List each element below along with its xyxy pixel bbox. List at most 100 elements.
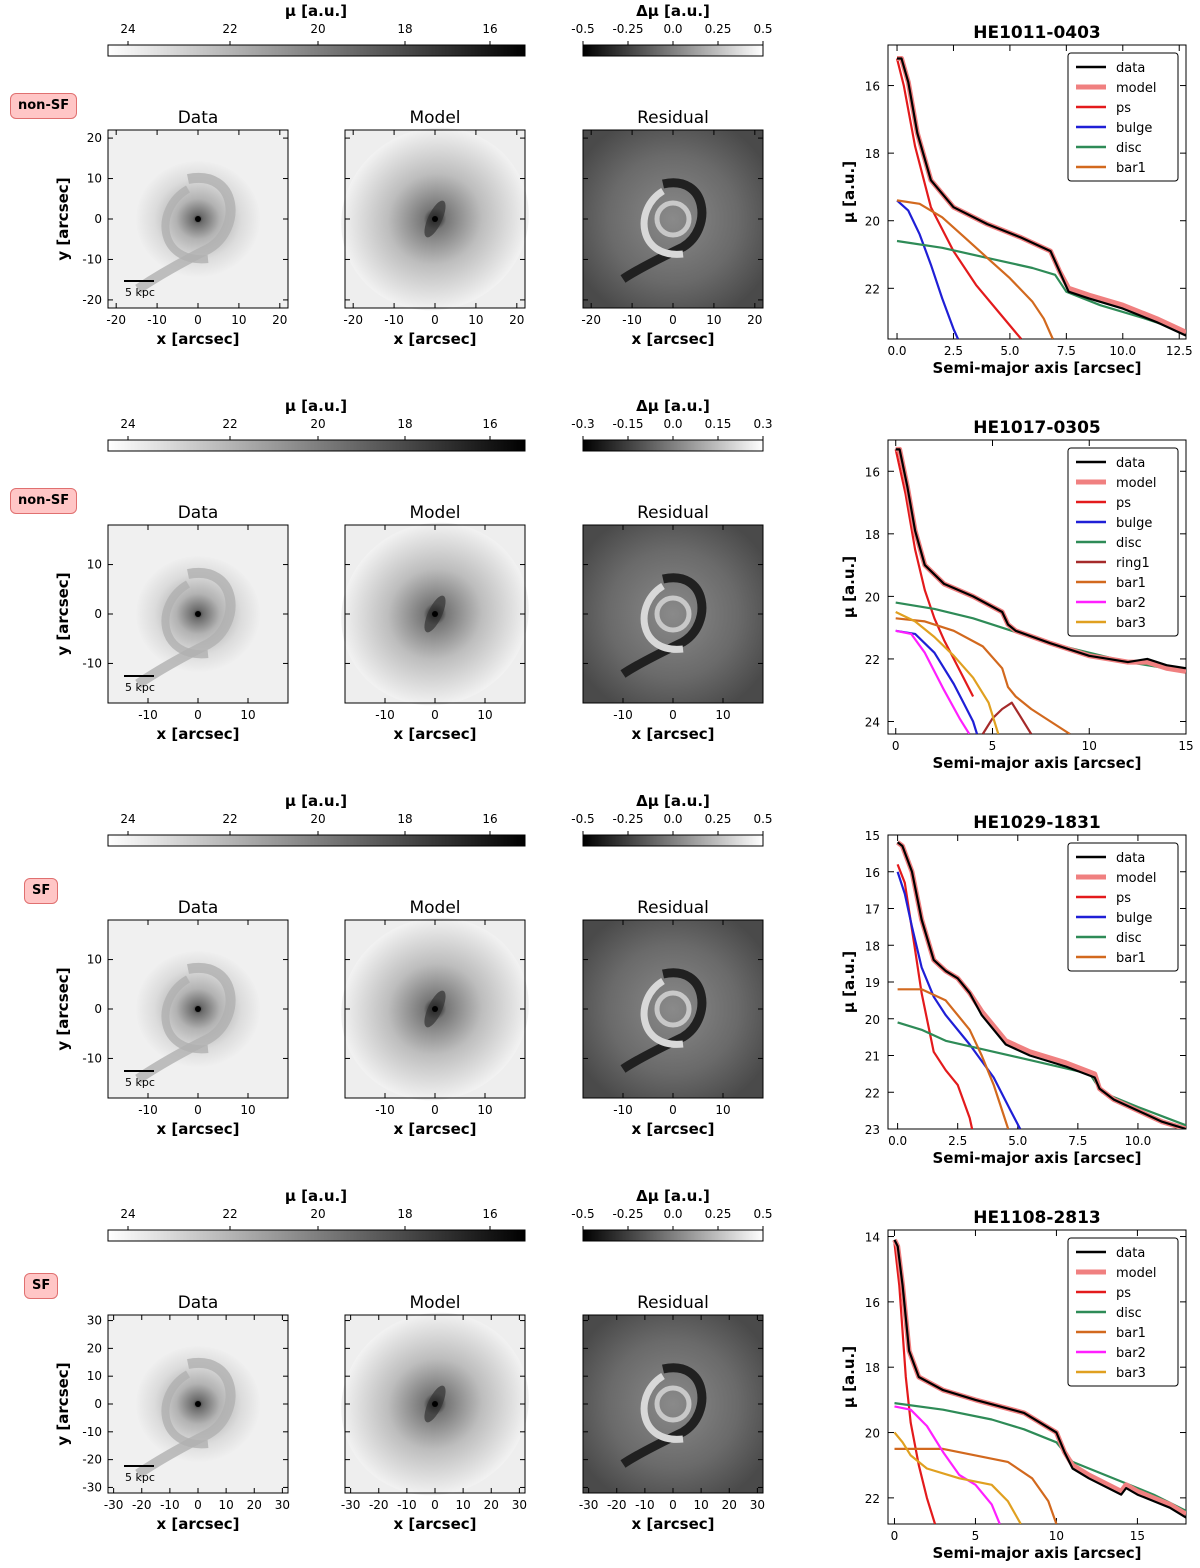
mu-colorbar [107,439,526,452]
y-tick-label: 20 [865,1013,880,1027]
dmu-colorbar-ticklabel: -0.3 [571,417,594,431]
legend: data model ps disc bar1 bar2 bar3 [1067,1237,1179,1387]
dmu-colorbar-ticklabel: 0.5 [753,1207,772,1221]
mu-colorbar [107,44,526,57]
y-tick-label: 30 [87,1314,102,1328]
sample-badge: non-SF [10,93,78,119]
mu-colorbar-ticklabel: 20 [310,1207,325,1221]
ps-line [893,1242,937,1524]
x-axis-label: Semi-major axis [arcsec] [933,754,1142,772]
bar1-line [896,199,1054,339]
legend-label: bar1 [1116,951,1146,966]
legend-label: bar1 [1116,1326,1146,1341]
x-tick-label: 0 [194,1103,202,1117]
spiral-arm [135,962,236,1084]
x-tick-label: -10 [147,313,167,327]
panel-title: Model [409,503,460,523]
x-tick-label: 20 [747,313,762,327]
profile-plot: HE1108-2813 0 5 10 15 14 16 18 20 22 Semi-major ax… [840,1208,1187,1562]
x-tick-label: -10 [635,1498,655,1512]
dmu-colorbar-label: Δμ [a.u.] [636,1187,710,1205]
x-axis-label: x [arcsec] [631,725,714,743]
mu-colorbar-ticklabel: 18 [397,1207,412,1221]
x-tick-label: -20 [581,313,601,327]
panel-title: Model [409,108,460,128]
spiral-arm [135,567,236,689]
x-tick-label: 10 [715,708,730,722]
x-tick-label: -20 [132,1498,152,1512]
x-tick-label: 10 [240,1103,255,1117]
mu-colorbar-ticklabel: 22 [222,417,237,431]
y-axis-label: μ [a.u.] [840,1346,858,1408]
spiral-arm [161,185,209,264]
legend-frame [1067,447,1179,637]
dmu-colorbar-label: Δμ [a.u.] [636,397,710,415]
mu-colorbar-label: μ [a.u.] [285,2,347,20]
profile-title: HE1108-2813 [973,1208,1101,1228]
x-axis-label: x [arcsec] [631,1515,714,1533]
spiral-arm [161,580,209,659]
panel-title: Data [178,503,219,523]
y-tick-label: 10 [87,558,102,572]
model-nucleus [432,216,438,222]
x-tick-label: 10 [468,313,483,327]
model-image-panel: Model -10 0 10x [arcsec] [341,898,529,1138]
mu-colorbar [107,1229,526,1242]
legend-label: bar2 [1116,1346,1146,1361]
dmu-colorbar [582,44,764,57]
data-line [897,57,1186,337]
dmu-colorbar-ticklabel: 0.5 [753,22,772,36]
panel-title: Residual [637,898,709,918]
x-tick-label: 7.5 [1068,1134,1087,1148]
y-tick-label: -10 [82,656,102,670]
row-3: μ [a.u.] 24 22 20 18 16 Δμ [a.u.] -0.5 -0.25 0.0 0… [54,792,1187,1167]
x-tick-label: 2.5 [944,344,963,358]
x-tick-label: 0 [194,708,202,722]
x-tick-label: 10 [231,313,246,327]
y-tick-label: 22 [865,1492,880,1506]
y-tick-label: 15 [865,829,880,843]
panel-title: Model [409,898,460,918]
y-axis-label: y [arcsec] [54,572,72,655]
bar2-line [895,629,971,734]
y-axis-label: y [arcsec] [54,1362,72,1445]
dmu-colorbar-ticklabel: 0.0 [663,417,682,431]
x-tick-label: 10 [477,708,492,722]
dmu-colorbar-ticklabel: 0.25 [705,22,732,36]
spiral-arm [161,1370,209,1449]
bulge-line [895,629,979,734]
x-tick-label: -30 [104,1498,124,1512]
x-tick-label: 0 [669,708,677,722]
scale-bar-label: 5 kpc [125,681,155,694]
model-nucleus [432,611,438,617]
dmu-colorbar-label: Δμ [a.u.] [636,792,710,810]
y-tick-label: 0 [94,212,102,226]
y-axis-label: y [arcsec] [54,177,72,260]
residual-image-panel: Residual -20 -10 0 10 20 x [arcsec] [581,108,764,348]
dmu-colorbar-ticklabel: 0.3 [753,417,772,431]
y-tick-label: 18 [865,528,880,542]
legend-label: model [1116,1266,1156,1281]
mu-colorbar-label: μ [a.u.] [285,1187,347,1205]
ps-line [895,58,1023,339]
x-tick-label: -20 [343,313,363,327]
legend-label: ps [1116,496,1131,511]
x-tick-label: 0 [431,1498,439,1512]
series-lines [892,1238,1186,1524]
residual-image-panel: Residual -30 -20 -10 0 10 20 30 x [arcsec] [579,1293,765,1533]
y-tick-label: 22 [865,1086,880,1100]
image-background [583,525,763,703]
legend: data model ps bulge disc bar1 [1067,52,1179,182]
mu-colorbar-ticklabel: 16 [482,22,497,36]
x-axis-label: x [arcsec] [393,725,476,743]
model-nucleus [432,1006,438,1012]
data-line [895,448,1186,670]
spiral-arm [135,1357,236,1479]
model-image-panel: Model -20 -10 0 10 20 x [arcsec] [341,108,529,348]
bulge-line [896,199,960,339]
x-tick-label: 30 [275,1498,290,1512]
x-tick-label: 0 [891,1529,899,1543]
y-tick-label: 10 [87,953,102,967]
x-tick-label: 10 [455,1498,470,1512]
